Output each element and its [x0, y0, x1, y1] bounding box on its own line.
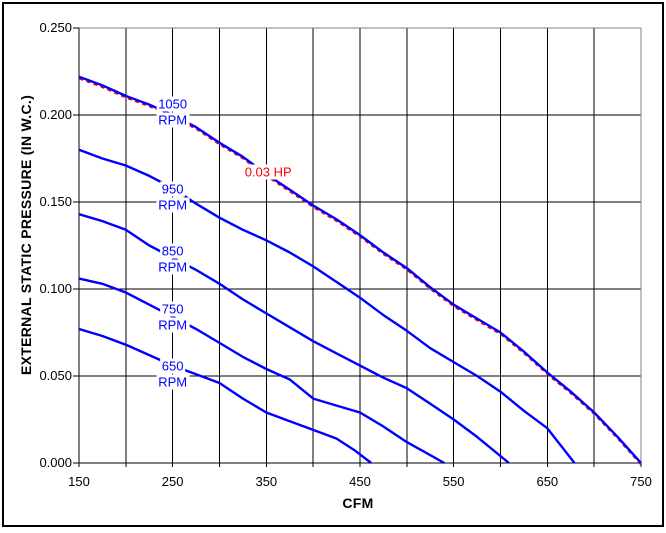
curve-label-750-rpm: 750	[159, 301, 186, 317]
curve-750-rpm	[78, 277, 445, 465]
plot-border	[79, 27, 642, 463]
y-axis-title: EXTERNAL STATIC PRESSURE (IN W.C.)	[18, 94, 34, 376]
curve-label-950-rpm: RPM	[156, 197, 190, 213]
x-tick-label: 350	[255, 474, 278, 489]
y-tick-label: 0.050	[39, 368, 72, 383]
y-tick-label: 0.200	[39, 107, 72, 122]
x-tick-label: 550	[442, 474, 465, 489]
curve-label-650-rpm: 650	[159, 358, 186, 374]
axes-and-ticks	[73, 27, 642, 467]
curve-label-1050-rpm: RPM	[156, 112, 190, 128]
curve-850-rpm	[78, 213, 510, 464]
x-axis-title: CFM	[342, 495, 374, 511]
curve-label-650-rpm: RPM	[156, 374, 190, 390]
curve-label-1050-rpm: 1050	[156, 96, 190, 112]
curve-650-rpm	[78, 327, 372, 464]
curve-label-0-03-hp: 0.03 HP	[242, 164, 294, 180]
x-tick-label: 450	[349, 474, 371, 489]
y-tick-label: 0.100	[39, 281, 72, 296]
figure-border	[2, 2, 664, 527]
x-tick-label: 650	[536, 474, 559, 489]
x-tick-label: 250	[161, 474, 184, 489]
curve-label-850-rpm: 850	[159, 243, 186, 259]
y-tick-label: 0.150	[39, 194, 72, 209]
y-tick-label: 0.000	[39, 455, 72, 470]
x-tick-label: 150	[68, 474, 90, 489]
curve-label-950-rpm: 950	[159, 181, 186, 197]
x-tick-label: 750	[630, 474, 652, 489]
curve-label-750-rpm: RPM	[156, 317, 190, 333]
y-tick-label: 0.250	[39, 20, 72, 35]
curve-label-850-rpm: RPM	[156, 259, 190, 275]
